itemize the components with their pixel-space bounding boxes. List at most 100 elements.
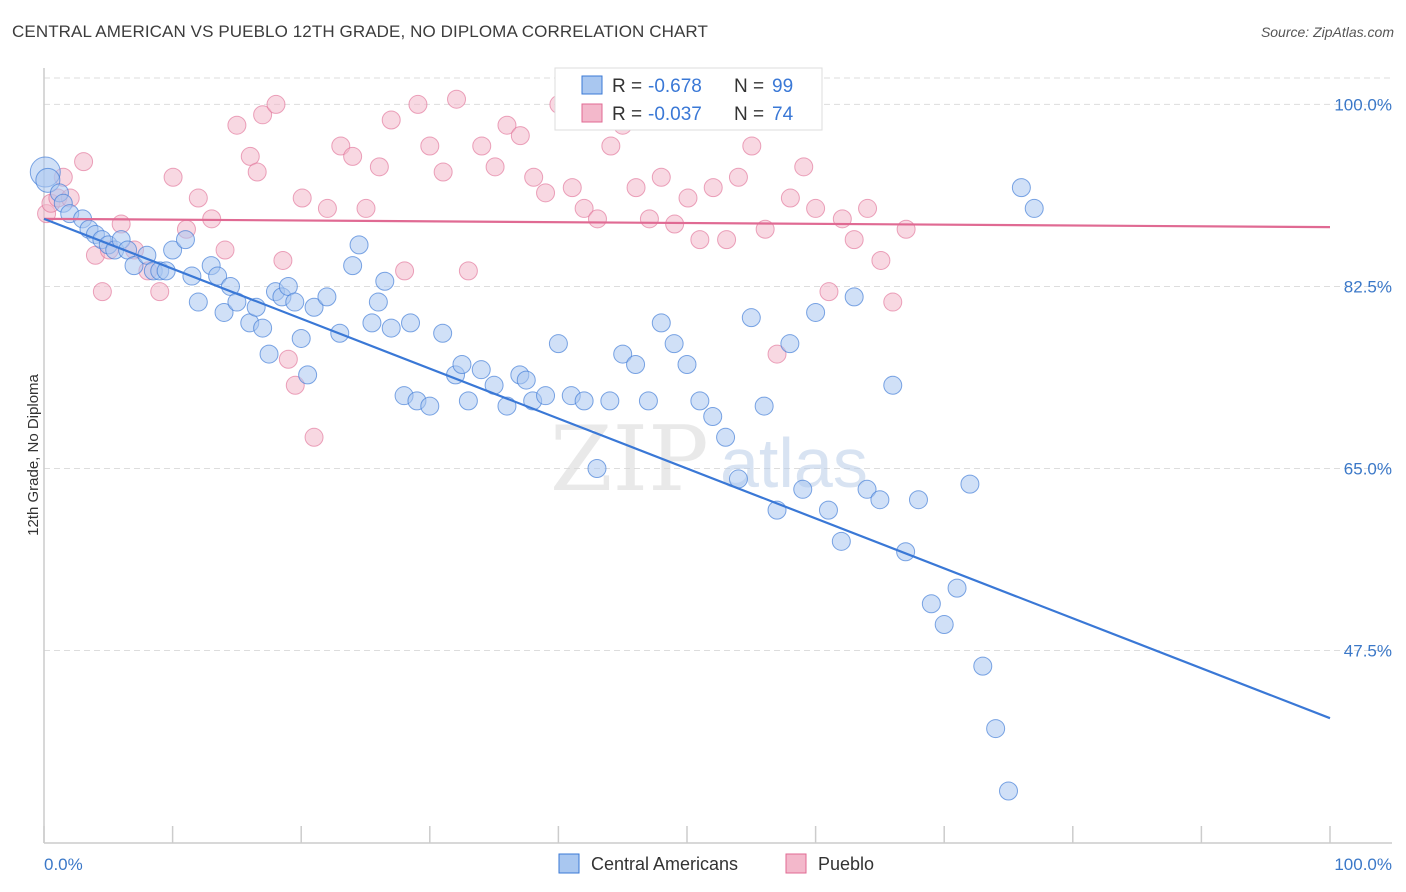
central-americans-point: [349, 235, 369, 255]
pueblo-point: [408, 94, 428, 114]
pueblo-point: [536, 183, 556, 203]
pueblo-point: [858, 198, 878, 218]
pueblo-point: [651, 167, 671, 187]
legend-n-label-blue: N =: [734, 76, 764, 97]
central-americans-point: [458, 391, 478, 411]
central-americans-point: [986, 719, 1006, 739]
pueblo-point: [510, 126, 530, 146]
y-axis-label: 12th Grade, No Diploma: [25, 373, 42, 535]
pueblo-point: [420, 136, 440, 156]
series-legend-swatch-blue: [558, 853, 580, 874]
central-americans-point: [844, 287, 864, 307]
pueblo-point: [562, 178, 582, 198]
legend-r-label-blue: R =: [612, 76, 642, 97]
central-americans-point: [870, 490, 890, 510]
legend-n-value-blue: 99: [772, 76, 793, 97]
pueblo-point: [780, 188, 800, 208]
central-americans-point: [497, 396, 517, 416]
central-americans-point: [741, 308, 761, 328]
pueblo-point: [369, 157, 389, 177]
central-americans-point: [433, 323, 453, 343]
pueblo-point: [587, 209, 607, 229]
central-americans-point: [600, 391, 620, 411]
central-americans-point: [690, 391, 710, 411]
pueblo-point: [381, 110, 401, 130]
central-americans-point: [452, 354, 472, 374]
pueblo-point: [871, 250, 891, 270]
pueblo-point: [574, 198, 594, 218]
central-americans-point: [793, 479, 813, 499]
series-legend: Central Americans Pueblo: [558, 853, 874, 874]
central-americans-point: [587, 459, 607, 479]
pueblo-point: [188, 188, 208, 208]
central-americans-point: [175, 230, 195, 250]
pueblo-point: [447, 89, 467, 109]
central-americans-point: [285, 292, 305, 312]
pueblo-point: [485, 157, 505, 177]
pueblo-point: [896, 219, 916, 239]
legend-r-label-pink: R =: [612, 104, 642, 125]
series-legend-label-blue: Central Americans: [591, 854, 738, 874]
watermark-zip: ZIP: [550, 407, 709, 512]
y-tick-label: 100.0%: [1334, 95, 1392, 114]
central-americans-point: [304, 297, 324, 317]
pueblo-point: [266, 94, 286, 114]
pueblo-point: [639, 209, 659, 229]
central-americans-point: [703, 406, 723, 426]
central-americans-point: [188, 292, 208, 312]
pueblo-point: [356, 198, 376, 218]
series-legend-swatch-pink: [785, 853, 807, 874]
central-americans-point: [947, 578, 967, 598]
central-americans-point: [754, 396, 774, 416]
central-americans-point: [999, 781, 1018, 801]
central-americans-point: [806, 302, 826, 322]
legend-n-value-pink: 74: [772, 104, 794, 125]
central-americans-point: [362, 313, 382, 333]
pueblo-point: [92, 282, 112, 302]
central-americans-point: [626, 354, 646, 374]
central-americans-point: [973, 656, 993, 676]
central-americans-point: [124, 256, 144, 276]
central-americans-point: [471, 360, 491, 380]
series-legend-label-pink: Pueblo: [818, 854, 874, 874]
legend-r-value-blue: -0.678: [648, 76, 702, 97]
pueblo-point: [626, 178, 646, 198]
central-americans-point: [664, 334, 684, 354]
central-americans-point: [934, 615, 954, 635]
central-americans-point: [716, 427, 736, 447]
pueblo-point: [728, 167, 748, 187]
central-americans-point: [1011, 178, 1031, 198]
stats-legend: R = -0.678 N = 99 R = -0.037 N = 74: [554, 67, 823, 131]
pueblo-point: [742, 136, 762, 156]
central-americans-point: [343, 256, 363, 276]
central-americans-point: [638, 391, 658, 411]
central-americans-point: [921, 594, 941, 614]
central-americans-point: [536, 386, 556, 406]
pueblo-point: [278, 349, 298, 369]
pueblo-point: [433, 162, 453, 182]
central-americans-point: [214, 302, 234, 322]
y-tick-label: 47.5%: [1344, 642, 1392, 661]
pueblo-point: [395, 261, 415, 281]
legend-r-value-pink: -0.037: [648, 104, 702, 125]
source-label: Source: ZipAtlas.com: [1260, 24, 1394, 40]
pueblo-point: [317, 198, 337, 218]
central-americans-point: [291, 328, 311, 348]
pueblo-point: [273, 250, 293, 270]
central-americans-point: [857, 479, 877, 499]
chart-title: CENTRAL AMERICAN VS PUEBLO 12TH GRADE, N…: [12, 22, 708, 41]
central-americans-trend-line: [43, 217, 1331, 720]
central-americans-point: [163, 240, 183, 260]
central-americans-point: [574, 391, 594, 411]
central-americans-point: [375, 271, 395, 291]
pueblo-point: [844, 230, 864, 250]
central-americans-points: [29, 156, 1044, 801]
pueblo-point: [883, 292, 903, 312]
central-americans-point: [516, 370, 536, 390]
legend-swatch-pink: [581, 103, 603, 123]
pueblo-point: [247, 162, 267, 182]
pueblo-point: [703, 178, 723, 198]
pueblo-point: [285, 375, 305, 395]
central-americans-point: [831, 531, 851, 551]
central-americans-point: [613, 344, 633, 364]
